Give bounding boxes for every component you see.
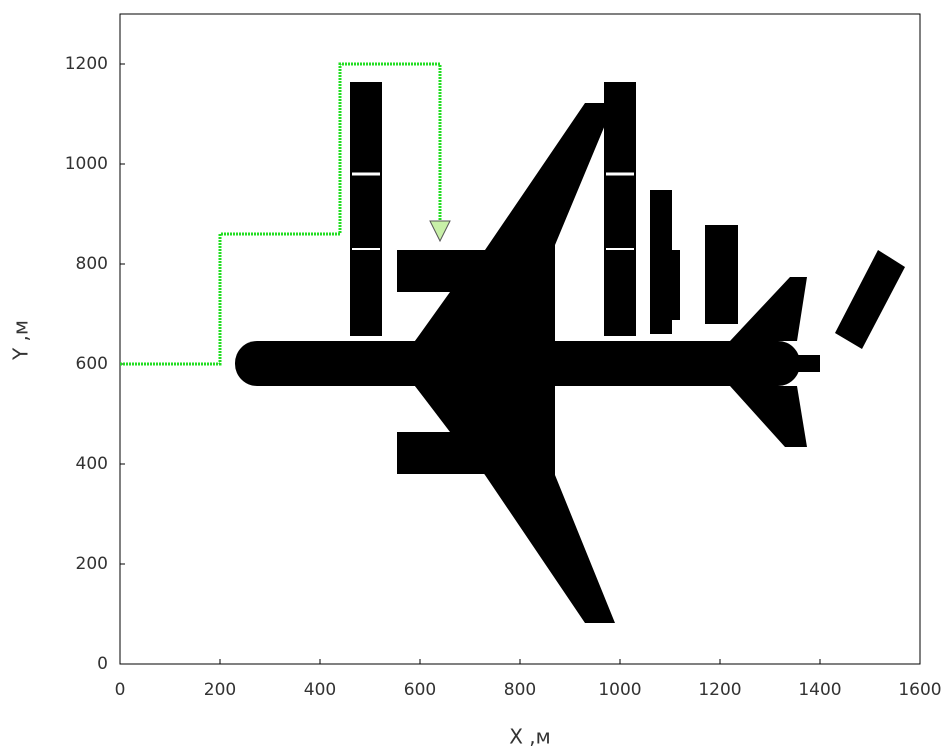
x-tick-label: 800 [504, 680, 536, 700]
path-line [120, 64, 440, 364]
tail-cone [790, 355, 820, 372]
building [350, 82, 382, 336]
y-tick-label: 1200 [65, 54, 108, 74]
y-tick-label: 200 [76, 554, 108, 574]
y-tick-label: 400 [76, 454, 108, 474]
building [604, 82, 636, 336]
x-axis-label: X ,м [509, 725, 551, 749]
stabilizer [730, 386, 807, 447]
y-axis-label: Y ,м [9, 320, 33, 361]
building [705, 225, 738, 324]
engine [397, 250, 485, 292]
page: {"chart_data": {"type": "line", "xlabel"… [0, 0, 949, 753]
stabilizer [730, 277, 807, 341]
x-tick-label: 1000 [598, 680, 641, 700]
x-tick-label: 1600 [898, 680, 941, 700]
building [835, 250, 905, 349]
y-tick-label: 0 [97, 654, 108, 674]
center-body [415, 292, 555, 432]
y-tick-label: 1000 [65, 154, 108, 174]
obstacles [235, 82, 905, 623]
x-tick-label: 1400 [798, 680, 841, 700]
building [650, 250, 680, 320]
x-tick-label: 400 [304, 680, 336, 700]
chart: X ,м Y ,м 0 200 400 600 800 1000 1200 1400 1600 0… [0, 0, 949, 749]
engine [397, 432, 485, 474]
end-marker [430, 221, 450, 241]
x-tick-label: 200 [204, 680, 236, 700]
y-tick-label: 600 [76, 354, 108, 374]
y-tick-label: 800 [76, 254, 108, 274]
x-tick-label: 1200 [698, 680, 741, 700]
x-tick-label: 0 [115, 680, 126, 700]
x-tick-label: 600 [404, 680, 436, 700]
